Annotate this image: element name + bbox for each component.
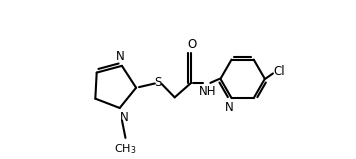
Text: O: O [187, 38, 197, 51]
Text: S: S [155, 76, 162, 89]
Text: N: N [225, 101, 234, 114]
Text: CH$_3$: CH$_3$ [114, 142, 137, 156]
Text: NH: NH [199, 85, 216, 98]
Text: N: N [116, 50, 124, 63]
Text: N: N [120, 111, 129, 124]
Text: Cl: Cl [273, 65, 284, 78]
